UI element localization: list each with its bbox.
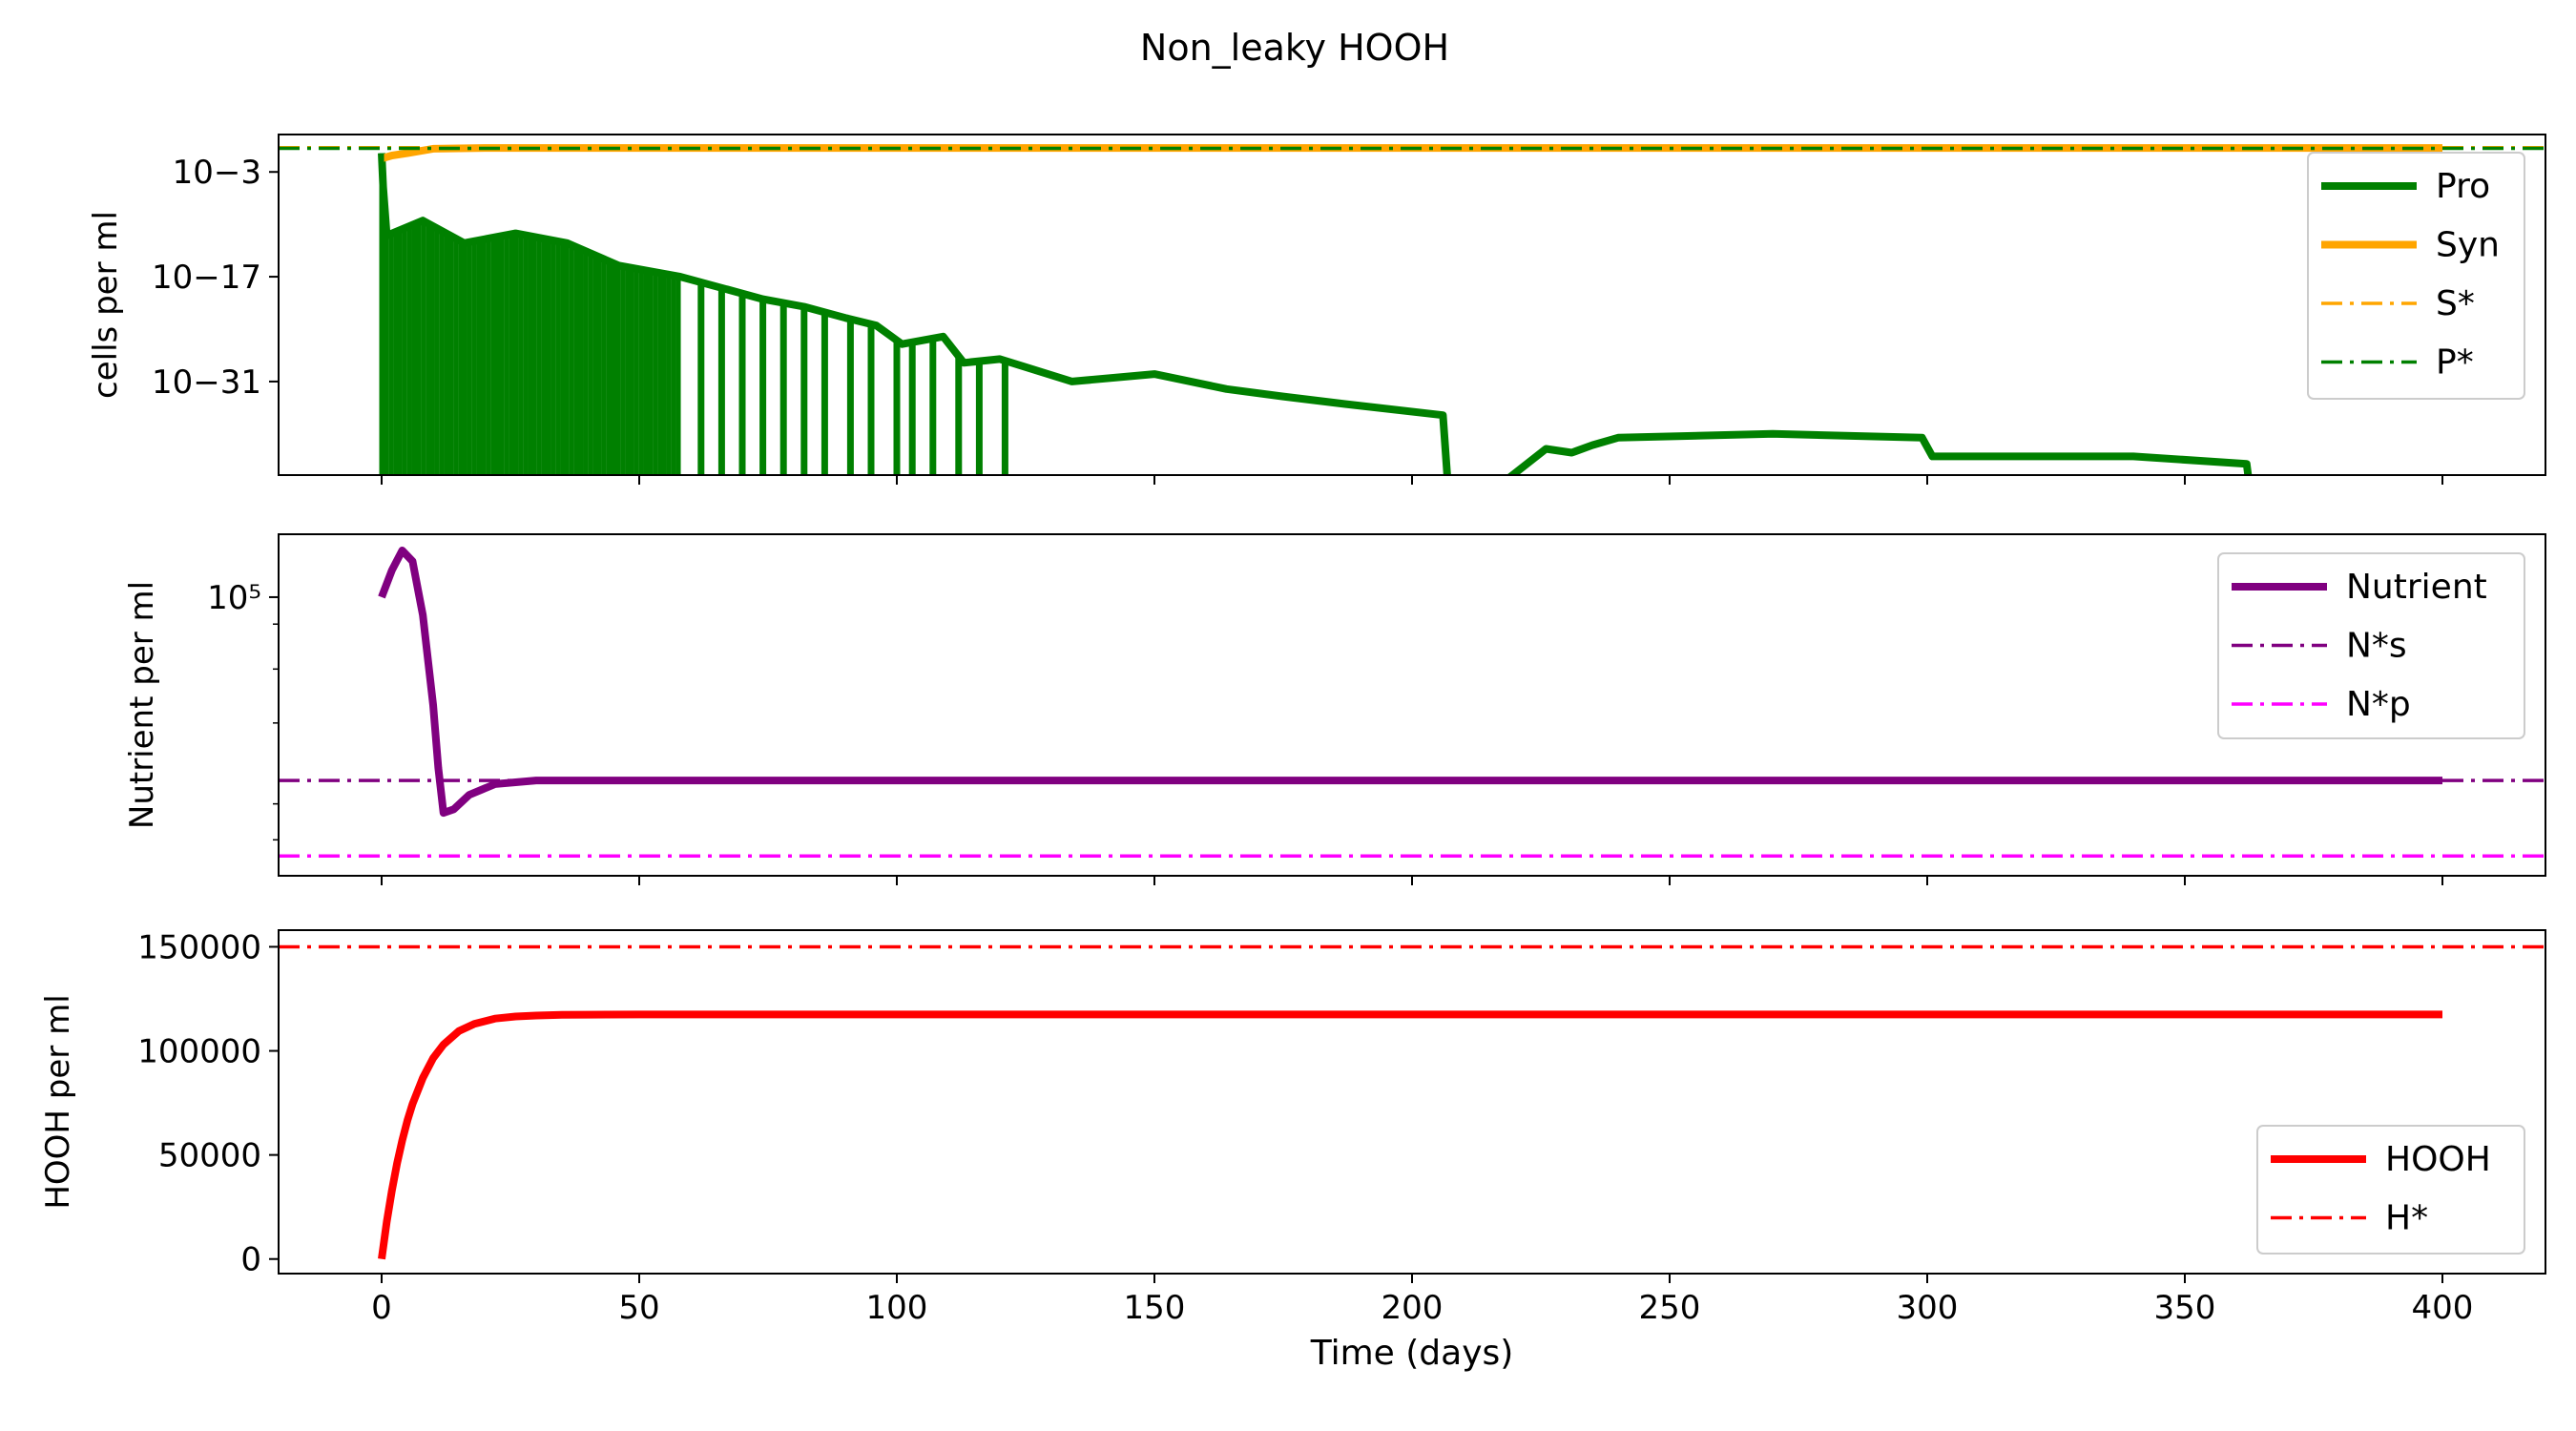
legend-label: Syn [2436,226,2500,265]
series-group [279,944,2545,1260]
legend-frame [2217,552,2525,739]
x-tick-label: 250 [1639,1289,1701,1327]
y-tick-label: 50000 [158,1137,261,1175]
chart-panel-1: 10−3 10−17 10−31 cells per ml Pro Syn S* P* [87,134,2546,485]
series-group [279,547,2545,859]
legend-label: Nutrient [2346,568,2487,607]
legend-label: N*p [2346,685,2411,724]
x-axis-label: Time (days) [1310,1334,1514,1373]
legend: Pro Syn S* P* [2307,152,2525,400]
legend-label: Pro [2436,167,2490,206]
x-tick-label: 400 [2412,1289,2474,1327]
y-tick-label: 150000 [137,928,261,966]
legend-label: P* [2436,343,2474,383]
series-group [279,144,2545,475]
x-tick-label: 300 [1897,1289,1959,1327]
y-tick-label: 100000 [137,1033,261,1071]
legend: Nutrient N*s N*p [2217,552,2525,739]
x-tick-label: 100 [866,1289,928,1327]
legend-label: HOOH [2385,1140,2491,1179]
y-tick-label: 10−31 [152,363,261,402]
x-tick-label: 350 [2154,1289,2216,1327]
y-axis-label: cells per ml [87,211,125,399]
y-tick-label: 10−3 [173,154,261,192]
series-line-hooh [378,1010,2442,1260]
figure-title: Non_leaky HOOH [1140,27,1449,69]
x-tick-label: 200 [1381,1289,1444,1327]
legend-label: H* [2385,1199,2428,1238]
y-tick-label: 10−17 [152,259,261,297]
y-tick-label: 10⁵ [207,579,261,617]
x-tick-label: 150 [1124,1289,1186,1327]
x-tick-label: 0 [371,1289,392,1327]
legend-label: S* [2436,284,2475,323]
y-axis-label: HOOH per ml [39,994,77,1209]
chart-panel-3: 0 50 100 150 200 250 300 350 400 0 50000 100000 1500… [39,928,2546,1373]
legend-frame [2307,152,2525,400]
legend-label: N*s [2346,627,2407,666]
chart-panel-2: 10⁵ Nutrient per ml Nutrient N*s N*p [123,533,2546,885]
y-axis-label: Nutrient per ml [123,581,161,829]
legend: HOOH H* [2256,1125,2525,1255]
x-tick-label: 50 [618,1289,659,1327]
y-tick-label: 0 [240,1241,261,1279]
